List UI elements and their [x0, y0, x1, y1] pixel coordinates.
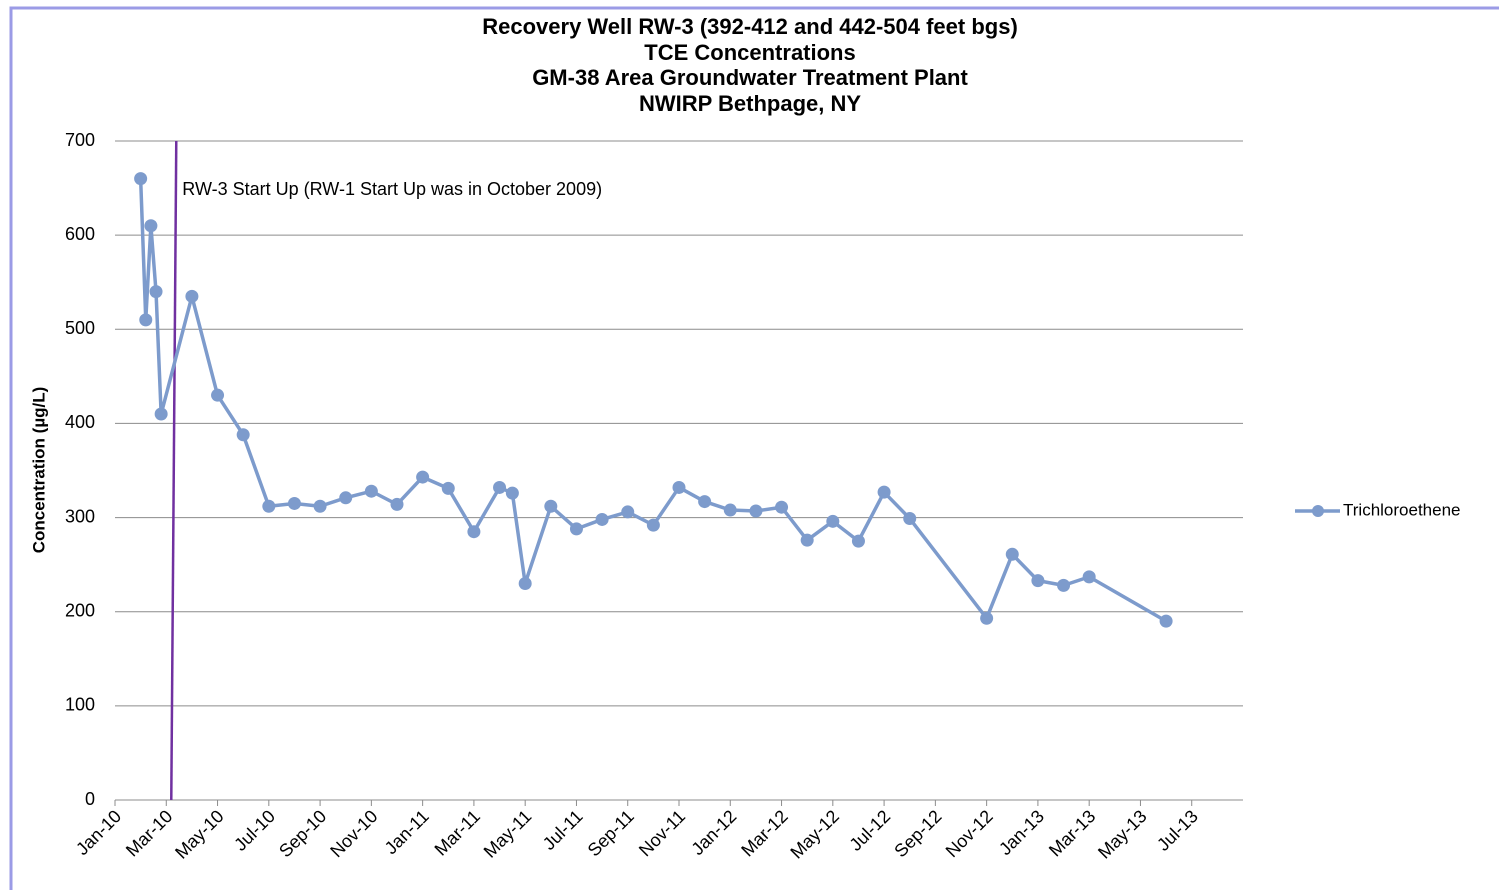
x-tick-label: Jul-10	[230, 806, 279, 855]
x-tick-label: Mar-11	[431, 806, 485, 860]
data-point	[364, 484, 378, 498]
data-point	[236, 428, 250, 442]
data-point	[800, 533, 814, 547]
data-point	[390, 497, 404, 511]
x-tick-label: Jan-11	[381, 806, 433, 858]
data-point	[518, 576, 532, 590]
data-point	[287, 496, 301, 510]
data-point	[569, 522, 583, 536]
data-point	[134, 172, 148, 186]
data-point	[416, 470, 430, 484]
frame	[9, 6, 1499, 890]
data-point	[149, 285, 163, 299]
chart-title: TCE Concentrations	[644, 40, 855, 65]
data-point	[154, 407, 168, 421]
x-tick-label: Jul-13	[1153, 806, 1202, 855]
x-tick-label: Nov-11	[635, 806, 689, 860]
x-tick-label: May-13	[1094, 806, 1151, 863]
x-tick-label: Nov-10	[326, 806, 381, 861]
legend-label: Trichloroethene	[1343, 500, 1461, 519]
chart-title: NWIRP Bethpage, NY	[639, 91, 861, 116]
x-tick-label: Jan-12	[687, 806, 740, 859]
data-point	[621, 505, 635, 519]
data-point	[185, 289, 199, 303]
y-tick-label: 300	[65, 506, 95, 526]
data-point	[139, 313, 153, 327]
data-point	[505, 486, 519, 500]
y-tick-label: 400	[65, 412, 95, 432]
data-point	[903, 512, 917, 526]
data-point	[1082, 570, 1096, 584]
data-point	[1031, 574, 1045, 588]
data-point	[313, 499, 327, 513]
y-tick-label: 500	[65, 318, 95, 338]
data-point	[1005, 547, 1019, 561]
data-point	[467, 525, 481, 539]
x-tick-label: Jan-10	[72, 806, 125, 859]
data-point	[493, 480, 507, 494]
x-tick-label: Mar-13	[1045, 806, 1099, 860]
data-point	[775, 500, 789, 514]
x-tick-label: Sep-10	[275, 806, 330, 861]
y-axis-label: Concentration (µg/L)	[29, 387, 48, 554]
data-point	[851, 534, 865, 548]
data-point	[646, 518, 660, 532]
legend-marker	[1312, 505, 1324, 517]
data-point	[262, 499, 276, 513]
data-point	[980, 611, 994, 625]
annotation-text: RW-3 Start Up (RW-1 Start Up was in Octo…	[182, 179, 602, 199]
data-point	[877, 485, 891, 499]
data-point	[723, 503, 737, 517]
x-tick-label: May-10	[171, 806, 228, 863]
x-tick-label: Jan-13	[995, 806, 1048, 859]
x-tick-label: Mar-10	[122, 806, 176, 860]
x-tick-label: Nov-12	[942, 806, 997, 861]
chart-title: Recovery Well RW-3 (392-412 and 442-504 …	[482, 14, 1018, 39]
x-tick-label: Sep-12	[890, 806, 945, 861]
data-point	[826, 514, 840, 528]
annotation-line	[170, 140, 178, 801]
x-tick-label: May-11	[480, 806, 536, 862]
x-tick-label: Mar-12	[737, 806, 791, 860]
data-point	[672, 480, 686, 494]
x-tick-label: May-12	[786, 806, 843, 863]
data-point	[339, 491, 353, 505]
data-point	[544, 499, 558, 513]
data-point	[1159, 614, 1173, 628]
y-tick-label: 0	[85, 789, 95, 809]
y-tick-label: 700	[65, 130, 95, 150]
data-point	[595, 512, 609, 526]
data-point	[749, 504, 763, 518]
x-tick-label: Sep-11	[584, 806, 638, 860]
data-point	[211, 388, 225, 402]
y-tick-label: 200	[65, 600, 95, 620]
data-point	[441, 481, 455, 495]
x-tick-label: Jul-11	[539, 806, 587, 854]
data-point	[144, 219, 158, 233]
x-tick-label: Jul-12	[845, 806, 894, 855]
data-point	[698, 495, 712, 509]
y-tick-label: 100	[65, 695, 95, 715]
data-point	[1057, 578, 1071, 592]
chart-title: GM-38 Area Groundwater Treatment Plant	[532, 65, 968, 90]
y-tick-label: 600	[65, 224, 95, 244]
